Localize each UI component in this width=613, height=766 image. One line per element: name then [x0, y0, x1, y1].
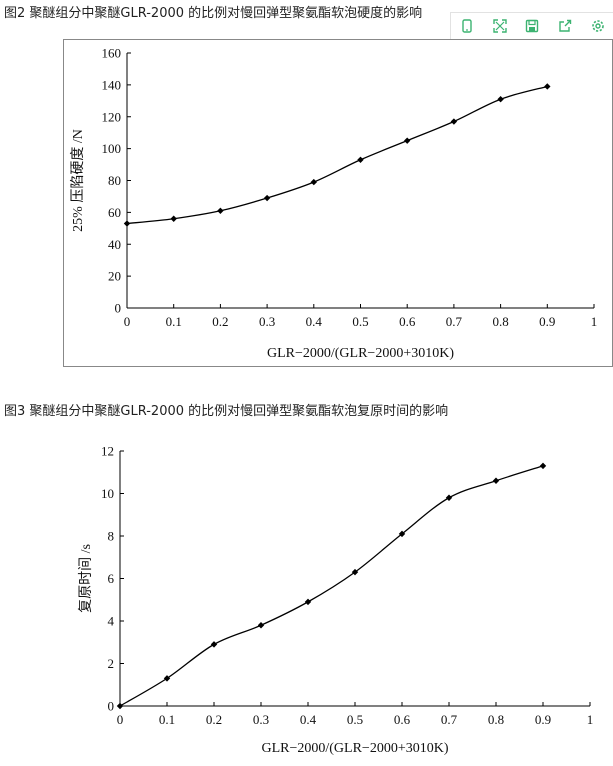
recovery-y-tick-label: 6: [108, 571, 115, 586]
figure-2-caption: 图2 聚醚组分中聚醚GLR-2000 的比例对慢回弹型聚氨酯软泡硬度的影响: [4, 6, 423, 21]
recovery-x-tick-label: 0.8: [488, 712, 504, 727]
recovery-x-tick-label: 0.3: [253, 712, 269, 727]
settings-button[interactable]: [587, 15, 609, 37]
fullscreen-button[interactable]: [489, 15, 511, 37]
image-toolbar: [450, 12, 613, 40]
figure-3-caption: 图3 聚醚组分中聚醚GLR-2000 的比例对慢回弹型聚氨酯软泡复原时间的影响: [4, 404, 449, 419]
recovery-data-point: [539, 462, 547, 470]
phone-icon: [462, 19, 472, 33]
chart-1-frame: [63, 39, 613, 367]
recovery-x-tick-label: 0: [117, 712, 124, 727]
share-button[interactable]: [554, 15, 576, 37]
save-button[interactable]: [521, 15, 543, 37]
recovery-y-tick-label: 2: [108, 656, 115, 671]
recovery-x-axis-label: GLR−2000/(GLR−2000+3010K): [261, 741, 448, 756]
recovery-data-point: [210, 641, 218, 648]
fullscreen-icon: [493, 19, 507, 33]
share-icon: [559, 19, 572, 32]
recovery-x-tick-label: 0.9: [535, 712, 551, 727]
save-icon: [526, 19, 539, 33]
recovery-x-tick-label: 0.7: [441, 712, 458, 727]
recovery-x-tick-label: 0.5: [347, 712, 363, 727]
recovery-data-point: [351, 568, 359, 576]
recovery-data-point: [163, 675, 171, 682]
recovery-x-tick-label: 0.2: [206, 712, 222, 727]
recovery-series-line: [119, 465, 544, 707]
recovery-data-point: [116, 702, 124, 710]
recovery-y-tick-label: 0: [108, 699, 115, 714]
recovery-y-tick-label: 4: [108, 614, 115, 629]
recovery-x-tick-label: 0.4: [300, 712, 317, 727]
recovery-x-tick-label: 1: [587, 712, 594, 727]
recovery-x-tick-label: 0.1: [159, 712, 175, 727]
recovery-data-point: [445, 494, 453, 501]
recovery-x-tick-label: 0.6: [394, 712, 411, 727]
phone-view-button[interactable]: [456, 15, 478, 37]
recovery-y-tick-label: 8: [108, 529, 115, 544]
recovery-data-point: [257, 622, 265, 629]
recovery-y-axis-label: 复原时间 /s: [77, 544, 94, 613]
recovery-data-point: [398, 530, 406, 538]
recovery-y-tick-label: 10: [101, 486, 114, 501]
recovery-y-tick-label: 12: [101, 444, 114, 459]
recovery-data-point: [304, 598, 312, 606]
settings-icon: [591, 20, 604, 32]
recovery-data-point: [492, 477, 500, 484]
